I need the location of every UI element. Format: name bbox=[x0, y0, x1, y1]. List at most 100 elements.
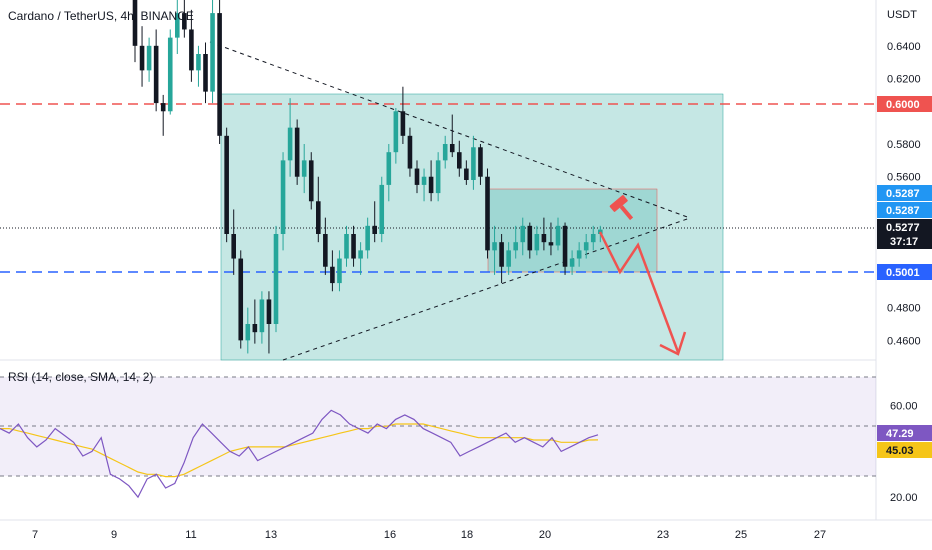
candle-body bbox=[598, 229, 603, 234]
candle-body bbox=[175, 13, 180, 38]
candle-body bbox=[217, 13, 222, 136]
candles-group bbox=[132, 0, 603, 354]
candle-body bbox=[323, 234, 328, 267]
rsi-value-label: 47.29 bbox=[886, 428, 914, 440]
time-tick-label: 7 bbox=[32, 529, 38, 541]
candle-body bbox=[259, 299, 265, 333]
candle-body bbox=[358, 250, 363, 259]
candle-body bbox=[464, 168, 469, 180]
candle-body bbox=[492, 242, 497, 251]
candle-body bbox=[372, 225, 377, 234]
resistance-badge bbox=[877, 96, 932, 112]
rsi-ma-badge bbox=[877, 442, 932, 458]
rsi-tick-label: 60.00 bbox=[890, 401, 918, 413]
upper-badge-1 bbox=[877, 185, 932, 201]
candle-body bbox=[421, 176, 427, 185]
price-tick-label: 0.5800 bbox=[887, 139, 921, 151]
candle-body bbox=[562, 225, 568, 267]
candle-body bbox=[139, 45, 145, 71]
time-tick-label: 23 bbox=[657, 529, 669, 541]
hammer-icon bbox=[609, 195, 634, 221]
candle-body bbox=[407, 135, 413, 169]
rsi-label: RSI (14, close, SMA, 14, 2) bbox=[8, 370, 153, 384]
candle-body bbox=[132, 0, 138, 46]
candle-body bbox=[266, 299, 272, 324]
triangle-upper-trendline[interactable] bbox=[209, 41, 691, 219]
rsi-tick-label: 20.00 bbox=[890, 492, 918, 504]
candle-body bbox=[351, 234, 356, 259]
candle-body bbox=[471, 147, 476, 180]
time-tick-label: 16 bbox=[384, 529, 396, 541]
time-tick-label: 18 bbox=[461, 529, 473, 541]
projection-arrow-path bbox=[598, 231, 680, 353]
candle-body bbox=[182, 13, 187, 30]
price-tick-label: 0.4600 bbox=[887, 335, 921, 347]
candle-body bbox=[153, 45, 159, 104]
rsi-ma-line bbox=[0, 423, 599, 478]
candle-body bbox=[238, 258, 244, 341]
rsi-line bbox=[0, 409, 599, 499]
candle-body bbox=[520, 225, 526, 243]
candle-body bbox=[273, 234, 279, 324]
projection-arrowhead bbox=[659, 331, 687, 356]
rsi-value-badge bbox=[877, 425, 932, 441]
candle-body bbox=[548, 242, 554, 246]
price-unit-label: USDT bbox=[887, 9, 917, 21]
candle-body bbox=[231, 234, 236, 259]
candle-body bbox=[393, 111, 399, 153]
candle-body bbox=[280, 160, 286, 234]
candle-body bbox=[203, 54, 208, 92]
candle-body bbox=[555, 225, 561, 246]
candle-body bbox=[449, 144, 455, 153]
price-tick-label: 0.4800 bbox=[887, 303, 921, 315]
support-badge-label: 0.5001 bbox=[886, 267, 920, 279]
candle-body bbox=[210, 13, 215, 92]
time-axis-ticks: 7 9 11 13 16 18 20 23 25 27 bbox=[32, 529, 826, 541]
candle-body bbox=[513, 242, 518, 251]
candle-body bbox=[146, 45, 152, 71]
resistance-badge-label: 0.6000 bbox=[886, 99, 920, 111]
candle-body bbox=[485, 176, 490, 251]
candle-body bbox=[534, 234, 540, 251]
candle-body bbox=[478, 147, 483, 177]
candle-body bbox=[308, 160, 314, 202]
time-tick-label: 25 bbox=[735, 529, 747, 541]
support-badge bbox=[877, 264, 932, 280]
candle-body bbox=[252, 324, 258, 333]
candle-body bbox=[167, 37, 173, 112]
candle-body bbox=[583, 242, 589, 251]
candle-body bbox=[414, 168, 420, 185]
candle-body bbox=[576, 250, 582, 259]
candle-body bbox=[301, 160, 307, 177]
candle-body bbox=[337, 258, 342, 284]
candle-body bbox=[499, 242, 504, 267]
candle-body bbox=[245, 324, 251, 341]
candle-body bbox=[527, 225, 533, 251]
upper-badge-1-label: 0.5287 bbox=[886, 188, 920, 200]
candle-body bbox=[386, 152, 392, 185]
rsi-axis-ticks: 60.00 20.00 bbox=[890, 401, 918, 504]
price-axis-ticks: 0.6400 0.6200 0.5800 0.5600 0.4800 0.4600 bbox=[887, 41, 921, 348]
candle-body bbox=[365, 225, 370, 251]
candle-body bbox=[442, 144, 448, 161]
time-tick-label: 20 bbox=[539, 529, 551, 541]
last-price-label: 0.5277 bbox=[886, 222, 920, 234]
time-tick-label: 9 bbox=[111, 529, 117, 541]
candle-body bbox=[196, 54, 201, 71]
chart-title: Cardano / TetherUS, 4h, BINANCE bbox=[8, 9, 194, 23]
price-tick-label: 0.6200 bbox=[887, 74, 921, 86]
time-tick-label: 27 bbox=[814, 529, 826, 541]
time-tick-label: 11 bbox=[185, 529, 196, 541]
price-tick-label: 0.5600 bbox=[887, 172, 921, 184]
candle-body bbox=[330, 266, 335, 284]
price-tick-label: 0.6400 bbox=[887, 41, 921, 53]
upper-badge-2 bbox=[877, 202, 932, 218]
candle-body bbox=[224, 135, 229, 234]
countdown-label: 37:17 bbox=[890, 236, 918, 248]
candle-body bbox=[590, 234, 596, 243]
candle-body bbox=[189, 29, 194, 71]
candle-body bbox=[287, 127, 293, 161]
candle-body bbox=[569, 258, 575, 267]
candle-body bbox=[541, 234, 547, 243]
